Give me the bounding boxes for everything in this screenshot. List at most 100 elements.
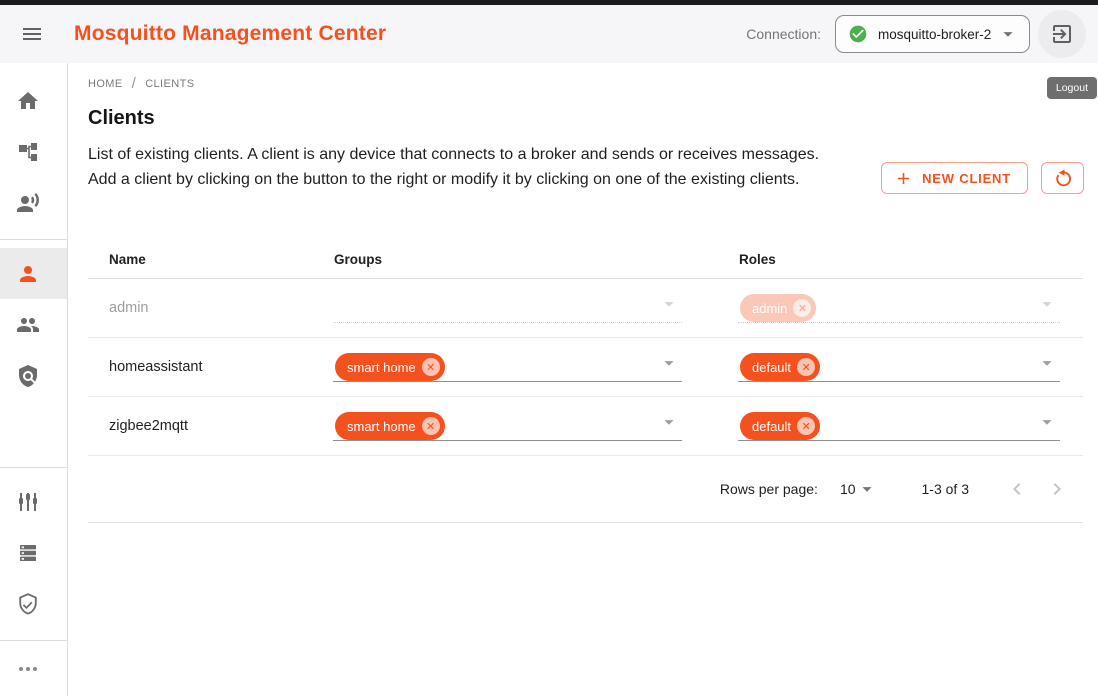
sidebar-item-security[interactable] bbox=[0, 578, 67, 629]
topology-icon bbox=[19, 142, 37, 161]
role-chip[interactable]: default ✕ bbox=[740, 353, 821, 381]
client-name: zigbee2mqtt bbox=[109, 418, 188, 434]
person-icon bbox=[20, 265, 36, 282]
sidebar-divider bbox=[0, 640, 67, 641]
client-name: admin bbox=[109, 300, 149, 316]
chevron-left-icon bbox=[1013, 483, 1021, 495]
chip-delete-icon[interactable]: ✕ bbox=[793, 299, 812, 317]
chevron-down-icon[interactable] bbox=[658, 411, 680, 438]
roles-select[interactable]: default ✕ bbox=[738, 338, 1060, 396]
rows-per-page-select[interactable]: 10 bbox=[840, 478, 878, 500]
groups-select[interactable]: smart home ✕ bbox=[333, 338, 682, 396]
connection-select[interactable]: mosquitto-broker-2 bbox=[835, 15, 1030, 53]
next-page-button[interactable] bbox=[1037, 469, 1077, 509]
role-chip-label: admin bbox=[752, 300, 788, 316]
plus-icon bbox=[898, 172, 910, 184]
sidebar-divider bbox=[0, 239, 67, 240]
chip-delete-icon[interactable]: ✕ bbox=[797, 417, 816, 435]
sidebar-item-home[interactable] bbox=[0, 75, 67, 126]
logout-icon bbox=[1053, 25, 1071, 43]
breadcrumb-home[interactable]: HOME bbox=[88, 77, 123, 90]
group-chips: smart home ✕ bbox=[335, 353, 445, 381]
sidebar-item-topics[interactable] bbox=[0, 527, 67, 578]
app-title: Mosquitto Management Center bbox=[74, 22, 387, 45]
logout-tooltip: Logout bbox=[1046, 77, 1097, 99]
group-chip-label: smart home bbox=[347, 359, 416, 375]
chip-delete-icon[interactable]: ✕ bbox=[797, 358, 816, 376]
logout-button[interactable] bbox=[1038, 10, 1086, 58]
sidebar-item-clients[interactable] bbox=[0, 248, 67, 299]
group-chip[interactable]: smart home ✕ bbox=[335, 353, 445, 381]
menu-button[interactable] bbox=[16, 18, 48, 50]
people-icon bbox=[17, 317, 39, 332]
sidebar-item-more[interactable] bbox=[0, 643, 67, 694]
sidebar-item-settings[interactable] bbox=[0, 476, 67, 527]
roles-select[interactable]: default ✕ bbox=[738, 397, 1060, 455]
connection-value: mosquitto-broker-2 bbox=[878, 26, 992, 42]
refresh-icon bbox=[1055, 169, 1071, 187]
breadcrumb-current: CLIENTS bbox=[145, 77, 195, 90]
chevron-down-icon[interactable] bbox=[1036, 352, 1058, 379]
new-client-button[interactable]: NEW CLIENT bbox=[881, 162, 1028, 194]
pagination-range: 1-3 of 3 bbox=[921, 481, 969, 497]
sidebar-item-topology[interactable] bbox=[0, 126, 67, 177]
table-header-row: Name Groups Roles bbox=[88, 241, 1083, 279]
page-description: List of existing clients. A client is an… bbox=[88, 146, 820, 188]
client-name: homeassistant bbox=[109, 359, 203, 375]
previous-page-button[interactable] bbox=[997, 469, 1037, 509]
group-chip[interactable]: smart home ✕ bbox=[335, 412, 445, 440]
group-chip-label: smart home bbox=[347, 418, 416, 434]
chip-delete-icon[interactable]: ✕ bbox=[421, 358, 440, 376]
column-header-name: Name bbox=[109, 252, 146, 267]
main-content: HOME / CLIENTS Clients List of existing … bbox=[68, 63, 1098, 696]
new-client-label: NEW CLIENT bbox=[922, 170, 1011, 186]
more-horiz-icon bbox=[19, 666, 37, 671]
rows-per-page-label: Rows per page: bbox=[719, 481, 818, 497]
table-row[interactable]: homeassistant smart home ✕ default ✕ bbox=[88, 338, 1083, 397]
sidebar-item-streams[interactable] bbox=[0, 177, 67, 228]
column-header-groups: Groups bbox=[334, 252, 383, 267]
chevron-down-icon[interactable] bbox=[658, 352, 680, 379]
chevron-down-icon[interactable] bbox=[1036, 293, 1058, 320]
window-top-strip bbox=[0, 0, 1098, 5]
clients-table: Name Groups Roles admin admin ✕ bbox=[88, 241, 1083, 523]
table-row[interactable]: zigbee2mqtt smart home ✕ default ✕ bbox=[88, 397, 1083, 456]
chip-delete-icon[interactable]: ✕ bbox=[421, 417, 440, 435]
groups-select[interactable]: smart home ✕ bbox=[333, 397, 682, 455]
record-voice-over-icon bbox=[17, 192, 39, 212]
role-chip[interactable]: admin ✕ bbox=[740, 294, 817, 322]
page-title: Clients bbox=[88, 107, 155, 129]
chevron-down-icon bbox=[1003, 32, 1013, 37]
breadcrumb-separator: / bbox=[131, 75, 137, 92]
refresh-button[interactable] bbox=[1041, 162, 1084, 194]
chevron-down-icon[interactable] bbox=[1036, 411, 1058, 438]
check-circle-icon bbox=[849, 25, 867, 43]
rows-per-page-value: 10 bbox=[839, 481, 856, 497]
breadcrumb: HOME / CLIENTS bbox=[88, 75, 194, 92]
role-chips: admin ✕ bbox=[740, 294, 817, 322]
sidebar-item-groups[interactable] bbox=[0, 299, 67, 350]
role-chips: default ✕ bbox=[740, 412, 821, 440]
groups-select[interactable] bbox=[333, 279, 682, 337]
table-row[interactable]: admin admin ✕ bbox=[88, 279, 1083, 338]
column-header-roles: Roles bbox=[739, 252, 776, 267]
connection-label: Connection: bbox=[746, 26, 821, 42]
group-chips: smart home ✕ bbox=[335, 412, 445, 440]
server-list-icon bbox=[20, 544, 36, 561]
table-body: admin admin ✕ homeassistant s bbox=[88, 279, 1083, 456]
role-chip[interactable]: default ✕ bbox=[740, 412, 821, 440]
chevron-down-icon[interactable] bbox=[658, 293, 680, 320]
tune-sliders-icon bbox=[19, 492, 37, 511]
sidebar-item-roles[interactable] bbox=[0, 350, 67, 401]
role-chip-label: default bbox=[752, 359, 792, 375]
hamburger-menu-icon bbox=[23, 28, 41, 40]
sidebar-divider bbox=[0, 467, 67, 468]
chevron-right-icon bbox=[1053, 483, 1061, 495]
home-icon bbox=[18, 91, 38, 109]
chevron-down-icon bbox=[861, 487, 872, 492]
roles-select[interactable]: admin ✕ bbox=[738, 279, 1060, 337]
app-bar: Mosquitto Management Center Connection: … bbox=[0, 5, 1098, 63]
sidebar bbox=[0, 63, 68, 696]
policy-icon bbox=[19, 364, 37, 387]
role-chips: default ✕ bbox=[740, 353, 821, 381]
